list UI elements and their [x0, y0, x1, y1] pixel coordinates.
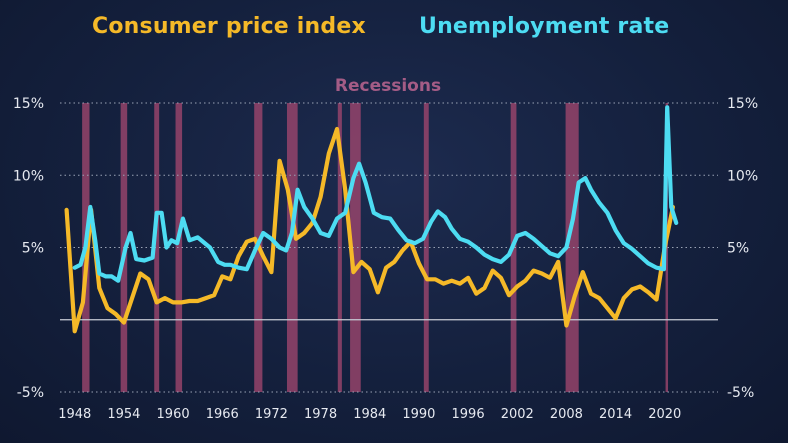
recession-band-5	[286, 103, 298, 392]
y-tick-label-right: -5%	[727, 385, 754, 401]
recession-band-3	[175, 103, 183, 392]
legend-unemployment: Unemployment rate	[419, 14, 670, 39]
x-tick-label: 1984	[353, 407, 386, 422]
x-tick-label: 1960	[157, 407, 190, 422]
x-axis-ticks: 1948 1954 1960 1966 1972 1978 1984 1990 1996 2002…	[58, 407, 681, 422]
recession-band-7	[350, 103, 361, 392]
y-tick-label-left: -5%	[17, 385, 44, 401]
y-axis-ticks: 15% 15% 10% 10% 5% 5% -5% -5%	[13, 96, 758, 401]
x-tick-label: 2014	[599, 407, 632, 422]
x-tick-label: 1990	[402, 407, 435, 422]
y-tick-label-left: 10%	[13, 168, 44, 184]
x-tick-label: 1972	[255, 407, 288, 422]
x-tick-label: 1978	[304, 407, 337, 422]
x-tick-label: 1966	[206, 407, 239, 422]
y-tick-label-right: 10%	[727, 168, 758, 184]
y-tick-label-left: 15%	[13, 96, 44, 112]
legend-recessions: Recessions	[334, 76, 442, 96]
series-line-cpi	[64, 126, 676, 334]
x-tick-label: 2020	[648, 407, 681, 422]
x-tick-label: 1996	[452, 407, 485, 422]
gridlines	[60, 102, 718, 393]
y-tick-label-right: 5%	[727, 241, 749, 257]
x-tick-label: 2008	[550, 407, 583, 422]
legend-cpi: Consumer price index	[92, 14, 366, 39]
recession-band-8	[423, 103, 429, 392]
x-tick-label: 1954	[107, 407, 140, 422]
x-tick-label: 2002	[501, 407, 534, 422]
x-tick-label: 1948	[58, 407, 91, 422]
y-tick-label-left: 5%	[22, 241, 44, 257]
y-tick-label-right: 15%	[727, 96, 758, 112]
series-line-unemployment	[72, 105, 679, 283]
recession-band-2	[154, 103, 160, 392]
series-lines	[64, 105, 679, 334]
